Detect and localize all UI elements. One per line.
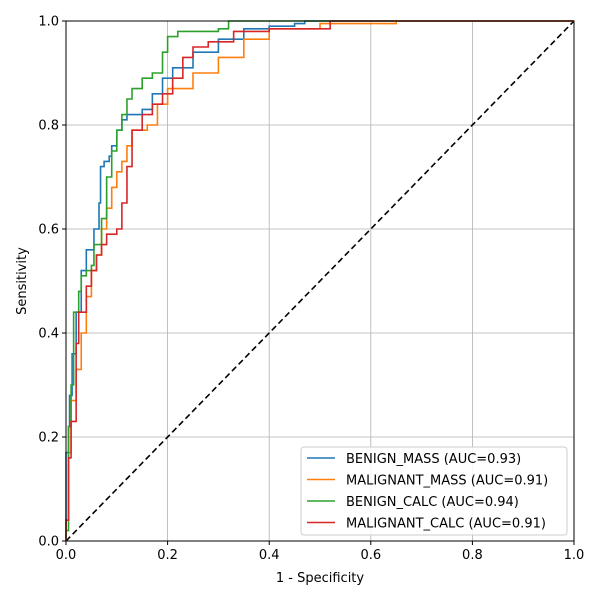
- x-tick-label: 0.8: [462, 548, 483, 563]
- series-lines: [65, 20, 575, 542]
- legend: BENIGN_MASS (AUC=0.93) MALIGNANT_MASS (AU…: [300, 446, 568, 536]
- y-tick-label: 0.6: [38, 223, 59, 238]
- x-tick-label: 0.4: [259, 548, 280, 563]
- y-axis-label: Sensitivity: [15, 247, 30, 315]
- y-tick-label: 0.0: [38, 535, 59, 550]
- legend-box: [300, 446, 568, 536]
- chance-diagonal-line: [65, 20, 575, 542]
- x-tick-label: 1.0: [564, 548, 585, 563]
- x-tick-label: 0.2: [157, 548, 178, 563]
- y-tick-label: 0.2: [38, 431, 59, 446]
- x-tick-label: 0.6: [360, 548, 381, 563]
- x-tick-label: 0.0: [56, 548, 77, 563]
- legend-label: MALIGNANT_MASS (AUC=0.91): [346, 474, 548, 489]
- roc-curve-benign-calc: [65, 20, 574, 541]
- x-axis-label: 1 - Specificity: [276, 571, 365, 586]
- y-tick-label: 1.0: [38, 15, 59, 30]
- axis-ticks: 0.0 0.2 0.4 0.6 0.8 1.0 0.0 0.2 0.4 0.6 0.8 1.0: [38, 15, 584, 564]
- legend-label: BENIGN_MASS (AUC=0.93): [346, 452, 521, 467]
- grid-lines: [65, 20, 575, 542]
- legend-label: BENIGN_CALC (AUC=0.94): [346, 495, 519, 510]
- roc-curve-malignant-calc: [65, 20, 574, 541]
- y-tick-label: 0.4: [38, 327, 59, 342]
- plot-frame: [65, 20, 575, 542]
- y-tick-label: 0.8: [38, 119, 59, 134]
- legend-label: MALIGNANT_CALC (AUC=0.91): [346, 517, 546, 532]
- roc-curve-malignant-mass: [65, 20, 574, 541]
